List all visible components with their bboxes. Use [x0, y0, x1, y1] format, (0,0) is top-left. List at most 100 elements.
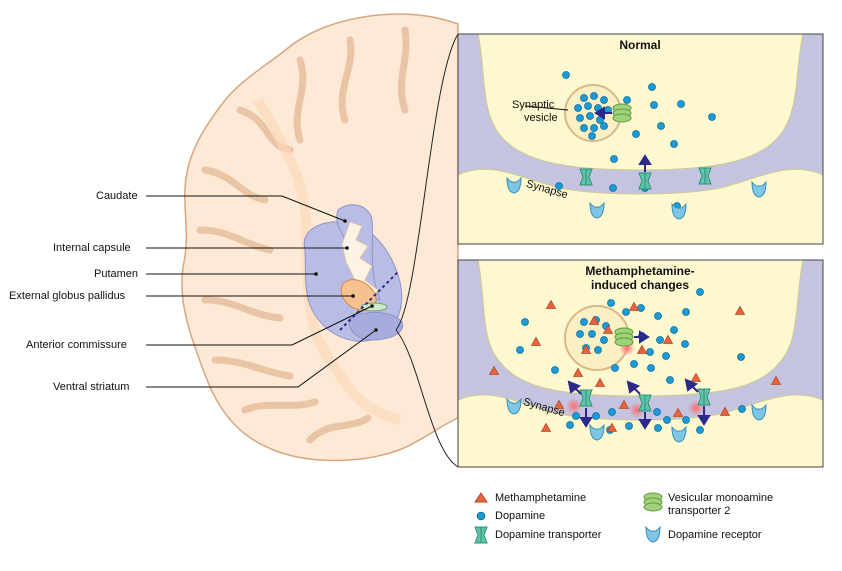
dopamine-molecule	[657, 122, 665, 130]
dopamine-molecule	[521, 318, 529, 326]
label-ventral-striatum: Ventral striatum	[53, 381, 130, 393]
label-internal-capsule: Internal capsule	[53, 242, 131, 254]
normal-panel-title: Normal	[619, 38, 661, 52]
brain-leader-lines	[146, 195, 377, 388]
dopamine-molecule	[622, 308, 630, 316]
dopamine-molecule	[670, 326, 678, 334]
dopamine-molecule	[650, 101, 658, 109]
dopamine-molecule	[737, 353, 745, 361]
meth-panel	[457, 259, 824, 468]
methamphetamine-molecule	[770, 375, 782, 385]
dopamine-molecule	[609, 184, 617, 192]
dopamine-molecule	[708, 113, 716, 121]
dopamine-molecule	[562, 71, 570, 79]
vesicle-label-line1: Synaptic	[512, 99, 555, 111]
dopamine-molecule	[630, 360, 638, 368]
methamphetamine-molecule	[530, 336, 542, 346]
ventral-striatum-region	[348, 312, 404, 341]
methamphetamine-molecule	[690, 372, 702, 382]
legend-vmat2-icon	[643, 492, 663, 512]
dopamine-molecule	[572, 412, 580, 420]
normal-panel	[457, 33, 824, 245]
methamphetamine-molecule	[488, 365, 500, 375]
dopamine-molecule	[681, 340, 689, 348]
methamphetamine-molecule	[572, 367, 584, 377]
methamphetamine-molecule	[588, 315, 600, 325]
label-putamen: Putamen	[94, 268, 139, 280]
meth-molecule-group	[488, 299, 782, 432]
dopamine-molecule	[677, 100, 685, 108]
legend-methamphetamine-label: Methamphetamine	[495, 492, 587, 504]
dopamine-molecule	[608, 408, 616, 416]
legend-icons	[474, 492, 663, 544]
dopamine-molecule	[696, 288, 704, 296]
dopamine-molecule	[611, 364, 619, 372]
vesicle-dopamine	[594, 346, 602, 354]
vesicle-dopamine	[580, 318, 588, 326]
methamphetamine-molecule	[734, 305, 746, 315]
dopamine-molecule	[654, 312, 662, 320]
dopamine-molecule	[566, 421, 574, 429]
meth-panel-title-line1: Methamphetamine-	[585, 264, 695, 278]
dopamine-molecule	[607, 299, 615, 307]
dopamine-molecule	[662, 352, 670, 360]
vesicle-dopamine	[588, 330, 596, 338]
methamphetamine-molecule	[602, 324, 614, 334]
legend-vmat2-label-line2: transporter 2	[668, 505, 731, 517]
legend-dopamine-icon	[476, 511, 486, 521]
dopamine-molecule	[551, 366, 559, 374]
vesicle-dopamine	[600, 336, 608, 344]
label-external-globus-pallidus: External globus pallidus	[9, 290, 126, 302]
methamphetamine-molecule	[606, 422, 618, 432]
vesicle-dopamine	[580, 124, 588, 132]
legend-receptor-label: Dopamine receptor	[668, 529, 762, 541]
vesicle-dopamine	[600, 122, 608, 130]
vesicle-dopamine	[588, 132, 596, 140]
vesicle-dopamine	[584, 102, 592, 110]
dopamine-molecule	[653, 408, 661, 416]
methamphetamine-molecule	[672, 407, 684, 417]
dopamine-molecule	[646, 348, 654, 356]
vesicle-dopamine	[580, 94, 588, 102]
dopamine-molecule	[656, 336, 664, 344]
dopamine-molecule	[666, 376, 674, 384]
methamphetamine-molecule	[618, 399, 630, 409]
normal-vmat2-icon	[612, 103, 632, 123]
legend-transporter-icon	[474, 526, 488, 544]
legend-vmat2-label-line1: Vesicular monoamine	[668, 492, 774, 504]
vesicle-label-line2: vesicle	[524, 112, 558, 124]
legend-receptor-icon	[645, 526, 661, 543]
dopamine-molecule	[663, 416, 671, 424]
meth-vmat2-icon	[614, 327, 634, 347]
methamphetamine-molecule	[628, 301, 640, 311]
methamphetamine-molecule	[580, 344, 592, 354]
label-anterior-commissure: Anterior commissure	[26, 339, 127, 351]
zoom-connector	[395, 33, 459, 331]
dopamine-molecule	[654, 424, 662, 432]
legend-methamphetamine-icon	[474, 492, 488, 503]
dopamine-molecule	[592, 412, 600, 420]
methamphetamine-molecule	[719, 406, 731, 416]
vesicle-dopamine	[600, 96, 608, 104]
methamphetamine-molecule	[636, 344, 648, 354]
legend-transporter-label: Dopamine transporter	[495, 529, 602, 541]
dopamine-molecule	[647, 364, 655, 372]
vesicle-dopamine	[586, 112, 594, 120]
vesicle-dopamine	[576, 330, 584, 338]
internal-capsule-region	[341, 221, 379, 301]
brain-section	[181, 13, 459, 462]
dopamine-molecule	[670, 140, 678, 148]
dopamine-molecule	[625, 422, 633, 430]
methamphetamine-molecule	[540, 422, 552, 432]
vesicle-dopamine	[590, 92, 598, 100]
meth-panel-title-line2: induced changes	[590, 278, 690, 292]
methamphetamine-molecule	[545, 299, 557, 309]
label-caudate: Caudate	[96, 190, 138, 202]
dopamine-molecule	[682, 308, 690, 316]
methamphetamine-molecule	[662, 334, 674, 344]
dopamine-molecule	[696, 426, 704, 434]
vesicle-dopamine	[576, 114, 584, 122]
dopamine-molecule	[516, 346, 524, 354]
